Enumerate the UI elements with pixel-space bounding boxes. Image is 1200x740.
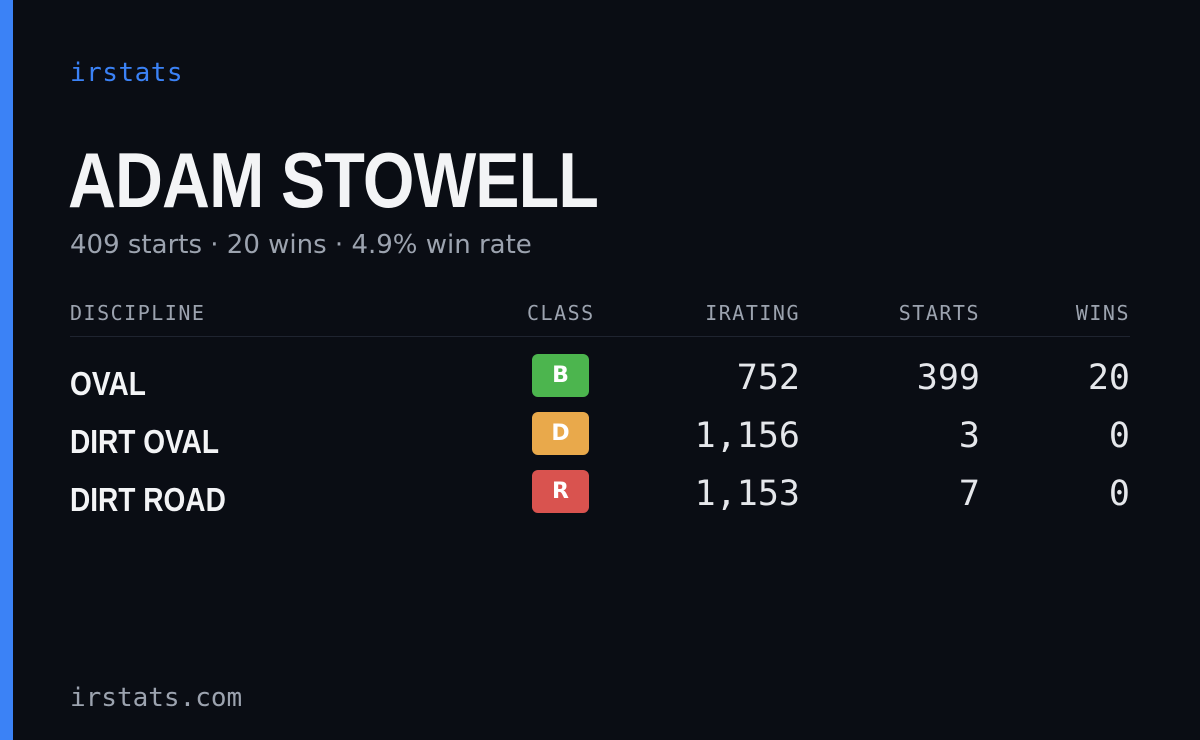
player-summary: 409 starts · 20 wins · 4.9% win rate bbox=[70, 230, 532, 260]
starts-value: 399 bbox=[916, 358, 980, 398]
footer-domain: irstats.com bbox=[70, 683, 243, 713]
table-row: OVAL B 752 399 20 bbox=[70, 352, 1130, 410]
wins-value: 0 bbox=[1108, 474, 1130, 514]
class-badge: D bbox=[532, 412, 589, 455]
discipline-table: OVAL B 752 399 20 DIRT OVAL D 1,156 3 0 … bbox=[70, 352, 1130, 526]
table-row: DIRT ROAD R 1,153 7 0 bbox=[70, 468, 1130, 526]
wins-value: 20 bbox=[1087, 358, 1130, 398]
table-row: DIRT OVAL D 1,156 3 0 bbox=[70, 410, 1130, 468]
irating-value: 1,156 bbox=[694, 416, 800, 456]
starts-value: 7 bbox=[958, 474, 980, 514]
irating-value: 752 bbox=[736, 358, 800, 398]
starts-value: 3 bbox=[958, 416, 980, 456]
discipline-name: OVAL bbox=[70, 365, 146, 402]
irating-value: 1,153 bbox=[694, 474, 800, 514]
discipline-name: DIRT OVAL bbox=[70, 423, 220, 460]
brand-logo: irstats bbox=[70, 58, 184, 88]
header-wins: WINS bbox=[1075, 301, 1130, 325]
class-badge: B bbox=[532, 354, 589, 397]
class-badge: R bbox=[532, 470, 589, 513]
wins-value: 0 bbox=[1108, 416, 1130, 456]
header-starts: STARTS bbox=[898, 301, 980, 325]
discipline-name: DIRT ROAD bbox=[70, 481, 226, 518]
header-discipline: DISCIPLINE bbox=[70, 301, 206, 325]
player-name: ADAM STOWELL bbox=[68, 136, 599, 224]
accent-bar bbox=[0, 0, 13, 740]
table-header: DISCIPLINE CLASS IRATING STARTS WINS bbox=[70, 300, 1130, 337]
header-class: CLASS bbox=[527, 301, 595, 325]
header-irating: IRATING bbox=[705, 301, 800, 325]
